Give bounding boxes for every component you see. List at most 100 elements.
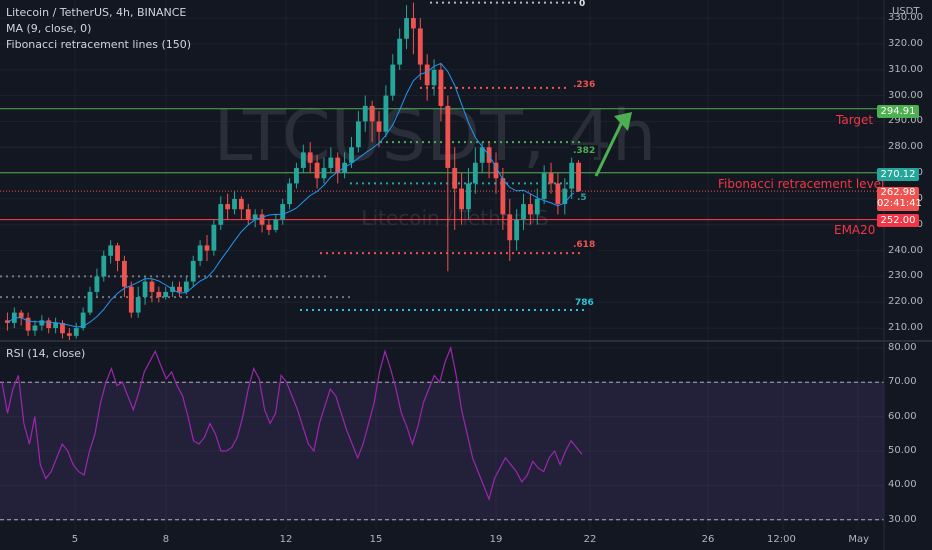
candle-body — [521, 204, 526, 220]
rsi-tick-label: 70.00 — [888, 376, 917, 388]
candle-body — [411, 18, 416, 29]
rsi-tick-label: 50.00 — [888, 444, 917, 456]
time-tick-label: 19 — [489, 534, 503, 545]
candle-body — [307, 152, 313, 163]
candle-body — [128, 286, 134, 313]
candle-body — [328, 157, 334, 168]
candle-body — [541, 173, 547, 199]
fib-label-382: .382 — [570, 145, 599, 157]
candle-body — [53, 322, 59, 329]
symbol-watermark: LTCUSDT, 4h — [214, 95, 657, 177]
candle-body — [514, 219, 520, 241]
candle-body — [287, 183, 292, 205]
candle-body — [280, 204, 286, 220]
fib-annotation[interactable]: Fibonacci retracement level — [718, 177, 885, 191]
candle-body — [445, 105, 451, 168]
candle-body — [424, 64, 430, 86]
candle-body — [39, 320, 45, 326]
candle-body — [472, 162, 478, 184]
candle-body — [5, 320, 10, 323]
candle-body — [548, 173, 554, 184]
candle-body — [576, 162, 581, 192]
candle-body — [527, 204, 533, 215]
rsi-tick-label: 60.00 — [888, 410, 917, 422]
price-tick-label: 280.00 — [888, 141, 923, 153]
fib-label-236: .236 — [570, 79, 599, 91]
candle-body — [355, 121, 361, 148]
candle-body — [362, 105, 368, 122]
candle-body — [555, 183, 561, 205]
time-tick-label: 12 — [279, 534, 293, 545]
candle-body — [479, 147, 485, 163]
candle-body — [417, 28, 423, 65]
candle-body — [459, 188, 464, 210]
price-tick-label: 220.00 — [888, 296, 923, 308]
rsi-tick-label: 30.00 — [888, 513, 917, 525]
time-tick-label: 22 — [583, 534, 597, 545]
candle-body — [73, 328, 79, 336]
candle-body — [259, 214, 265, 225]
candle-body — [245, 209, 251, 220]
candle-body — [383, 95, 389, 132]
ema-annotation[interactable]: EMA20 — [834, 223, 876, 237]
candle-body — [163, 291, 169, 298]
candle-body — [190, 260, 196, 282]
price-tick-label: 240.00 — [888, 244, 923, 256]
candle-body — [101, 255, 107, 277]
candle-body — [438, 69, 444, 106]
candle-body — [218, 204, 224, 225]
chart-title[interactable]: Litecoin / TetherUS, 4h, BINANCE — [6, 6, 187, 19]
candle-body — [349, 147, 354, 163]
candle-body — [466, 183, 471, 210]
candle-body — [294, 167, 299, 184]
fib-label-786: 786 — [572, 297, 597, 309]
candle-body — [314, 162, 320, 179]
fib-label-0: 0 — [576, 0, 589, 10]
candle-body — [156, 291, 162, 298]
candle-body — [562, 188, 568, 205]
time-tick-label: May — [848, 534, 870, 545]
candle-body — [94, 276, 100, 292]
price-tick-label: 310.00 — [888, 63, 923, 75]
rsi-line — [1, 345, 583, 502]
candle-body — [369, 105, 375, 122]
candle-body — [46, 320, 52, 329]
currency-label[interactable]: USDT — [892, 6, 920, 17]
candle-body — [266, 224, 272, 230]
candle-body — [25, 317, 31, 331]
fib-label-5: .5 — [574, 192, 590, 204]
rsi-legend[interactable]: RSI (14, close) — [6, 347, 86, 360]
price-tick-label: 210.00 — [888, 322, 923, 334]
candle-body — [135, 297, 141, 313]
candle-body — [149, 281, 155, 292]
candle-body — [431, 69, 437, 86]
ma-legend[interactable]: MA (9, close, 0) — [6, 22, 92, 35]
price-tick-label: 290.00 — [888, 115, 923, 127]
candle-body — [335, 157, 341, 174]
fib-price-tag: 270.12 — [877, 168, 919, 181]
rsi-band — [0, 382, 884, 520]
chart-grid — [0, 0, 884, 530]
candle-body — [397, 38, 403, 65]
rsi-tick-label: 80.00 — [888, 341, 917, 353]
target-annotation[interactable]: Target — [836, 113, 874, 127]
candle-body — [183, 281, 189, 292]
candle-body — [273, 219, 279, 230]
candle-body — [569, 162, 575, 189]
candle-body — [18, 312, 24, 318]
candle-body — [142, 281, 148, 298]
candle-body — [376, 121, 382, 132]
target-price-tag: 294.91 — [877, 105, 919, 118]
fib-label-618: .618 — [570, 239, 599, 251]
time-tick-label: 26 — [701, 534, 715, 545]
candle-body — [66, 333, 72, 336]
price-tick-label: 230.00 — [888, 270, 923, 282]
horizontal-levels[interactable] — [0, 108, 884, 221]
current-price-tag: 262.98 02:41:41 — [877, 187, 922, 211]
candle-body — [452, 167, 458, 189]
candle-body — [238, 198, 244, 210]
target-arrow[interactable] — [594, 112, 632, 177]
candle-body — [211, 224, 217, 251]
fib-legend[interactable]: Fibonacci retracement lines (150) — [6, 38, 192, 51]
